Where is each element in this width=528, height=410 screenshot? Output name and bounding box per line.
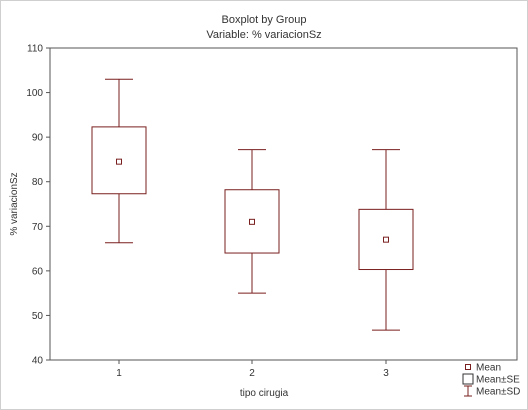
y-tick-label: 80	[32, 177, 44, 188]
y-tick-label: 60	[32, 266, 44, 277]
box-group-1	[91, 78, 147, 244]
x-tick-label: 3	[383, 368, 389, 379]
legend-label: Mean	[476, 363, 501, 374]
legend-label: Mean±SE	[476, 375, 520, 386]
y-tick-label: 40	[32, 356, 44, 367]
y-tick-label: 90	[32, 133, 44, 144]
x-axis-label: tipo cirugia	[240, 388, 289, 399]
y-axis: 40 50 60 70 80 90 100 110	[26, 44, 50, 367]
x-tick-label: 2	[249, 368, 255, 379]
box-group-3	[358, 149, 414, 331]
box-group-2	[224, 149, 280, 294]
x-tick-label: 1	[116, 368, 122, 379]
chart-subtitle: Variable: % variacionSz	[206, 29, 321, 41]
legend-label: Mean±SD	[476, 387, 520, 398]
x-axis: 1 2 3	[116, 360, 389, 379]
y-tick-label: 70	[32, 222, 44, 233]
plot-area-frame	[49, 47, 518, 361]
y-tick-label: 50	[32, 311, 44, 322]
y-axis-label: % variacionSz	[9, 172, 20, 235]
mean-marker	[383, 236, 389, 243]
y-tick-label: 100	[26, 88, 43, 99]
box-series	[91, 78, 414, 331]
mean-marker	[249, 218, 255, 225]
legend-mean-icon	[465, 364, 471, 370]
y-tick-label: 110	[27, 44, 43, 55]
chart-title: Boxplot by Group	[222, 14, 307, 26]
mean-marker	[116, 158, 122, 165]
legend-se-box-icon	[462, 373, 474, 385]
